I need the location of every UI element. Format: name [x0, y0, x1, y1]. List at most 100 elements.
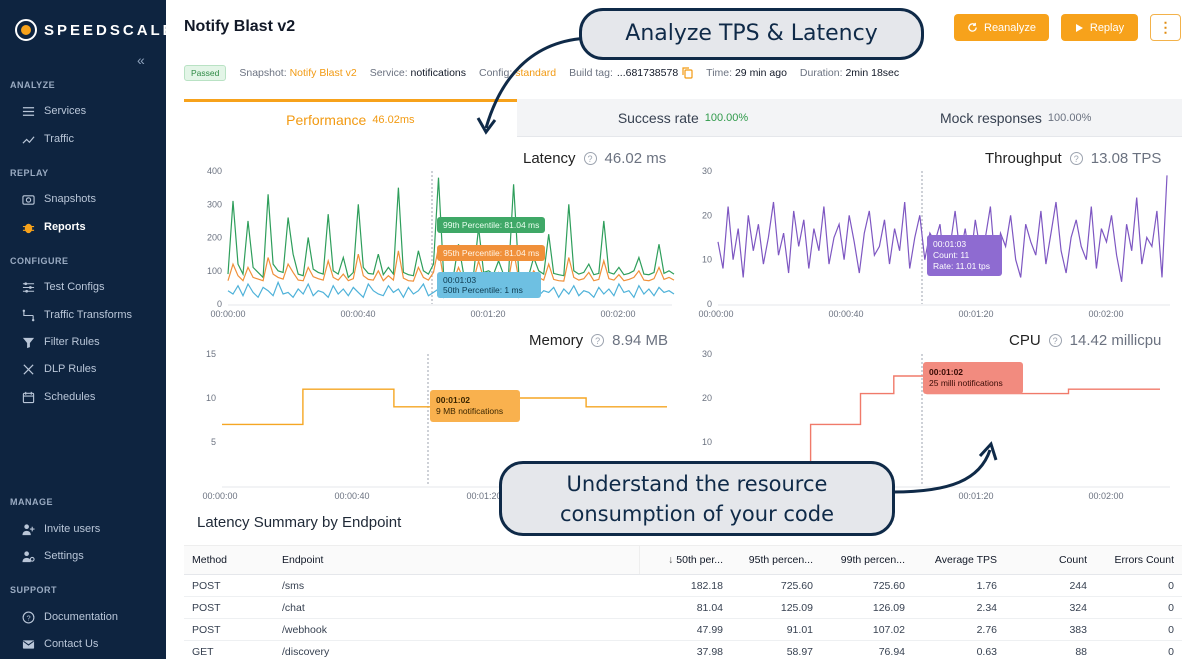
- chart-title-value: 8.94 MB: [612, 332, 669, 349]
- chart-title-value: 13.08 TPS: [1090, 150, 1162, 167]
- sidebar-item-label: Filter Rules: [44, 336, 100, 348]
- table-cell: POST: [184, 618, 274, 641]
- section-title-support: SUPPORT: [10, 585, 58, 595]
- tooltip-value: 25 milli notifications: [929, 378, 1003, 388]
- sidebar-item-label: Services: [44, 105, 87, 117]
- sidebar-item-invite-users[interactable]: Invite users: [22, 519, 162, 539]
- memory-chart-title: Memory ? 8.94 MB: [529, 332, 668, 349]
- callout-resources: Understand the resource consumption of y…: [499, 461, 895, 536]
- table-cell: 76.94: [821, 640, 913, 659]
- chart-title-value: 46.02 ms: [604, 150, 667, 167]
- table-cell: 88: [1005, 640, 1095, 659]
- more-options-button[interactable]: ⋮: [1150, 14, 1181, 41]
- duration-value: 2min 18sec: [845, 67, 900, 79]
- column-header-average-tps[interactable]: Average TPS: [913, 545, 1005, 575]
- tooltip-value: 9 MB notifications: [436, 406, 504, 416]
- table-cell: 2.76: [913, 618, 1005, 641]
- snapshot-link[interactable]: Notify Blast v2: [289, 67, 357, 79]
- duration-meta: Duration: 2min 18sec: [800, 67, 899, 79]
- sidebar-item-schedules[interactable]: Schedules: [22, 387, 162, 407]
- section-title-analyze: ANALYZE: [10, 80, 56, 90]
- tooltip-time: 00:01:02: [929, 367, 964, 377]
- sidebar-item-label: Contact Us: [44, 638, 99, 650]
- help-icon[interactable]: ?: [583, 152, 597, 165]
- table-cell: 0.63: [913, 640, 1005, 659]
- chart-title-text: Latency: [523, 150, 576, 167]
- brand-logo[interactable]: SPEEDSCALE: [14, 18, 176, 42]
- sidebar-item-test-configs[interactable]: Test Configs: [22, 277, 162, 297]
- build-value: ...681738578: [616, 67, 679, 79]
- config-link[interactable]: standard: [515, 67, 557, 79]
- config-label: Config:: [479, 67, 513, 79]
- snapshot-meta: Snapshot: Notify Blast v2: [239, 67, 356, 79]
- column-header-errors-count[interactable]: Errors Count: [1095, 545, 1182, 575]
- table-row[interactable]: POST/chat 81.04 125.09 126.09 2.34 324 0: [184, 596, 1182, 619]
- svg-text:?: ?: [26, 613, 30, 622]
- sidebar-item-filter-rules[interactable]: Filter Rules: [22, 332, 162, 352]
- replay-button[interactable]: Replay: [1061, 14, 1138, 41]
- help-icon[interactable]: ?: [591, 334, 605, 347]
- sidebar-item-traffic[interactable]: Traffic: [22, 129, 162, 149]
- x-tick-label: 00:00:00: [210, 309, 245, 319]
- bug-icon: [22, 223, 35, 233]
- sidebar-item-contact-us[interactable]: Contact Us: [22, 634, 162, 654]
- table-cell: GET: [184, 640, 274, 659]
- tab-performance[interactable]: Performance 46.02ms: [184, 99, 517, 137]
- column-header-count[interactable]: Count: [1005, 545, 1095, 575]
- latency-tooltip-p50: 00:01:03 50th Percentile: 1 ms: [437, 272, 541, 298]
- cpu-tooltip: 00:01:02 25 milli notifications: [923, 362, 1023, 394]
- table-row[interactable]: POST/webhook 47.99 91.01 107.02 2.76 383 0: [184, 618, 1182, 641]
- x-tick-label: 00:01:20: [466, 491, 501, 501]
- table-row[interactable]: GET/discovery 37.98 58.97 76.94 0.63 88 0: [184, 640, 1182, 659]
- sliders-icon: [22, 281, 35, 293]
- latency-summary-table: Method Endpoint ↓ 50th per... 95th perce…: [184, 545, 1182, 659]
- sidebar-item-label: Traffic: [44, 133, 74, 145]
- y-tick-label: 10: [702, 255, 712, 265]
- table-row[interactable]: POST/sms 182.18 725.60 725.60 1.76 244 0: [184, 574, 1182, 597]
- sidebar-item-settings[interactable]: Settings: [22, 546, 162, 566]
- copy-icon[interactable]: [682, 67, 693, 79]
- x-tick-label: 00:01:20: [470, 309, 505, 319]
- reanalyze-button[interactable]: Reanalyze: [954, 14, 1049, 41]
- chart-title-text: Throughput: [985, 150, 1062, 167]
- column-header-endpoint[interactable]: Endpoint: [274, 545, 640, 575]
- column-header-p95[interactable]: 95th percen...: [731, 545, 821, 575]
- sidebar-item-documentation[interactable]: ? Documentation: [22, 607, 162, 627]
- column-header-p50[interactable]: ↓ 50th per...: [639, 545, 731, 575]
- sidebar-item-label: DLP Rules: [44, 363, 97, 375]
- help-icon: ?: [22, 611, 35, 623]
- help-icon[interactable]: ?: [1069, 152, 1083, 165]
- tab-label: Performance: [286, 111, 367, 128]
- table-cell: 81.04: [639, 596, 731, 619]
- table-cell: 0: [1095, 574, 1182, 597]
- sidebar-item-dlp-rules[interactable]: DLP Rules: [22, 359, 162, 379]
- tab-mock-responses[interactable]: Mock responses 100.00%: [849, 99, 1183, 137]
- table-cell: /discovery: [274, 640, 639, 659]
- tab-success-rate[interactable]: Success rate 100.00%: [516, 99, 850, 137]
- table-cell: POST: [184, 596, 274, 619]
- sidebar-item-reports[interactable]: Reports: [22, 217, 162, 237]
- help-icon[interactable]: ?: [1048, 334, 1062, 347]
- tab-label: Mock responses: [939, 109, 1042, 126]
- table-cell: 58.97: [731, 640, 821, 659]
- page-title: Notify Blast v2: [184, 18, 296, 35]
- sidebar-item-traffic-transforms[interactable]: Traffic Transforms: [22, 305, 162, 325]
- column-header-p99[interactable]: 99th percen...: [821, 545, 913, 575]
- replay-label: Replay: [1089, 21, 1125, 34]
- sidebar-item-snapshots[interactable]: Snapshots: [22, 189, 162, 209]
- collapse-sidebar-button[interactable]: «: [137, 52, 145, 68]
- table-cell: 182.18: [639, 574, 731, 597]
- table-cell: /sms: [274, 574, 639, 597]
- sidebar-item-services[interactable]: Services: [22, 101, 162, 121]
- latency-tooltip-p99: 99th Percentile: 81.04 ms: [437, 217, 546, 233]
- column-header-method[interactable]: Method: [184, 545, 274, 575]
- tooltip-time: 00:01:03: [933, 239, 967, 249]
- trend-icon: [22, 135, 35, 144]
- y-tick-label: 400: [207, 166, 222, 176]
- mail-icon: [22, 639, 35, 649]
- sidebar-item-label: Invite users: [44, 523, 101, 535]
- tooltip-count: Count: 11: [933, 250, 970, 260]
- calendar-icon: [22, 391, 35, 403]
- x-tick-label: 00:00:00: [698, 309, 733, 319]
